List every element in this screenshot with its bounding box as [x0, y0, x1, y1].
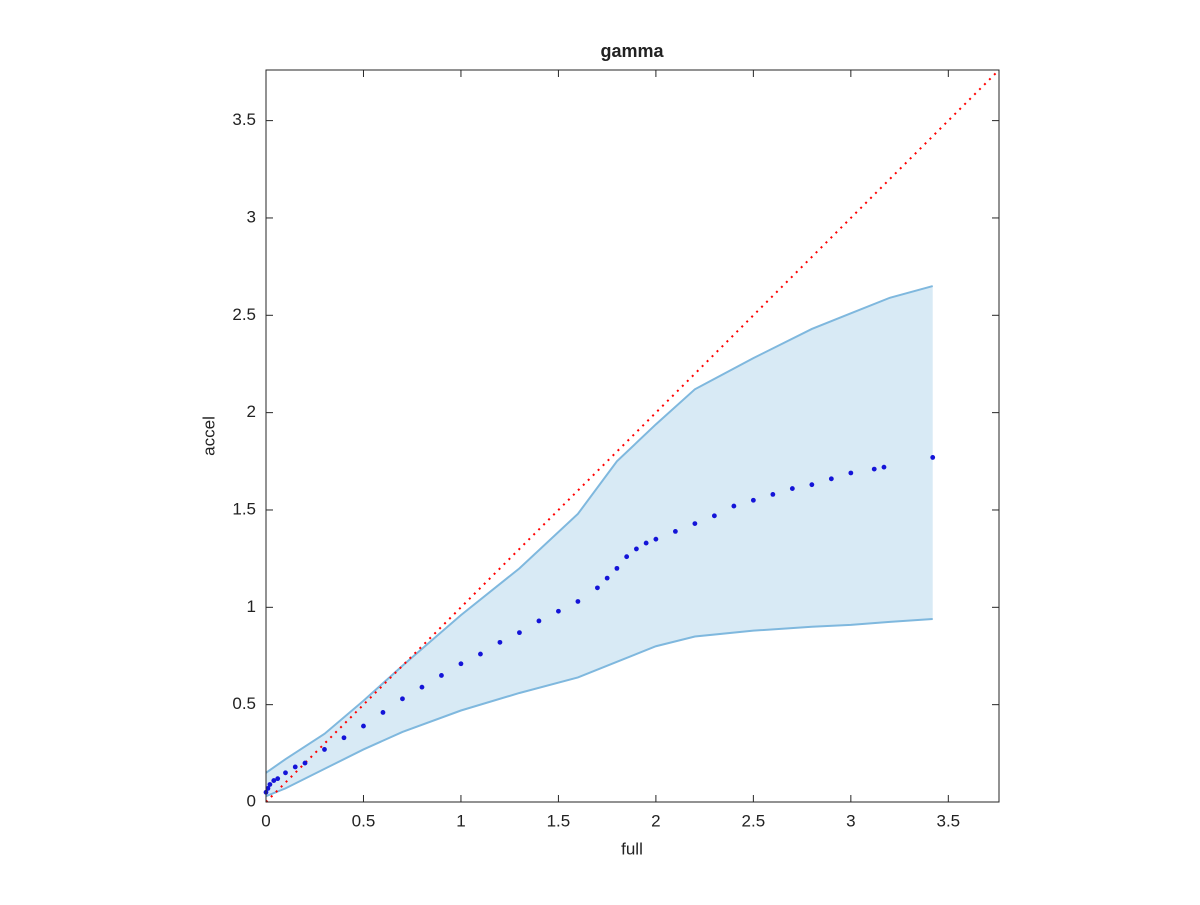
axes-box: [265, 69, 1000, 803]
x-tick-label: 0: [261, 811, 270, 830]
y-tick-label: 2.5: [232, 305, 256, 324]
point: [809, 482, 815, 488]
y-tick-label: 2: [247, 402, 256, 421]
confidence-band: [266, 286, 933, 797]
point: [458, 661, 464, 667]
y-tick-label: 1: [247, 597, 256, 616]
point: [400, 696, 405, 702]
point: [653, 536, 659, 542]
point: [595, 585, 600, 591]
point: [439, 673, 444, 678]
point: [848, 470, 854, 476]
point: [750, 497, 756, 503]
point: [380, 710, 386, 715]
point: [828, 476, 834, 482]
y-tick-label: 3: [247, 207, 256, 226]
point: [770, 492, 776, 497]
point: [881, 464, 887, 470]
point: [575, 599, 581, 604]
point: [556, 608, 561, 614]
point: [497, 639, 503, 645]
point: [536, 618, 542, 624]
x-tick-label: 3.5: [936, 811, 960, 830]
chart-title: gamma: [600, 41, 664, 61]
point: [265, 785, 271, 791]
point: [624, 554, 630, 560]
band-upper-edge: [265, 285, 933, 774]
point: [292, 764, 298, 770]
point: [361, 723, 366, 729]
point: [643, 540, 649, 546]
point: [517, 630, 522, 636]
point: [275, 776, 281, 782]
x-tick-label: 1: [456, 811, 465, 830]
x-tick-label: 0.5: [352, 811, 376, 830]
point: [871, 466, 877, 472]
point: [478, 651, 483, 657]
y-tick-label: 0.5: [232, 694, 256, 713]
point: [302, 760, 308, 766]
point: [271, 778, 277, 783]
y-tick-label: 1.5: [232, 499, 256, 518]
point: [322, 747, 327, 752]
x-tick-label: 2: [651, 811, 660, 830]
x-axis-label: full: [621, 839, 643, 858]
x-tick-label: 3: [846, 811, 855, 830]
point: [692, 521, 698, 527]
point: [283, 770, 288, 776]
y-tick-label: 3.5: [232, 110, 256, 129]
point: [789, 486, 795, 491]
point: [604, 575, 610, 581]
point: [614, 565, 620, 571]
point: [672, 528, 678, 534]
x-tick-label: 2.5: [742, 811, 766, 830]
point: [711, 513, 717, 519]
point: [341, 735, 347, 741]
point: [267, 782, 273, 787]
point: [419, 684, 425, 690]
point: [731, 503, 737, 509]
point: [633, 546, 639, 552]
band-lower-edge: [265, 618, 933, 798]
y-axis-label: accel: [199, 416, 218, 456]
x-tick-label: 1.5: [547, 811, 571, 830]
point: [930, 455, 936, 460]
y-tick-label: 0: [247, 791, 256, 810]
